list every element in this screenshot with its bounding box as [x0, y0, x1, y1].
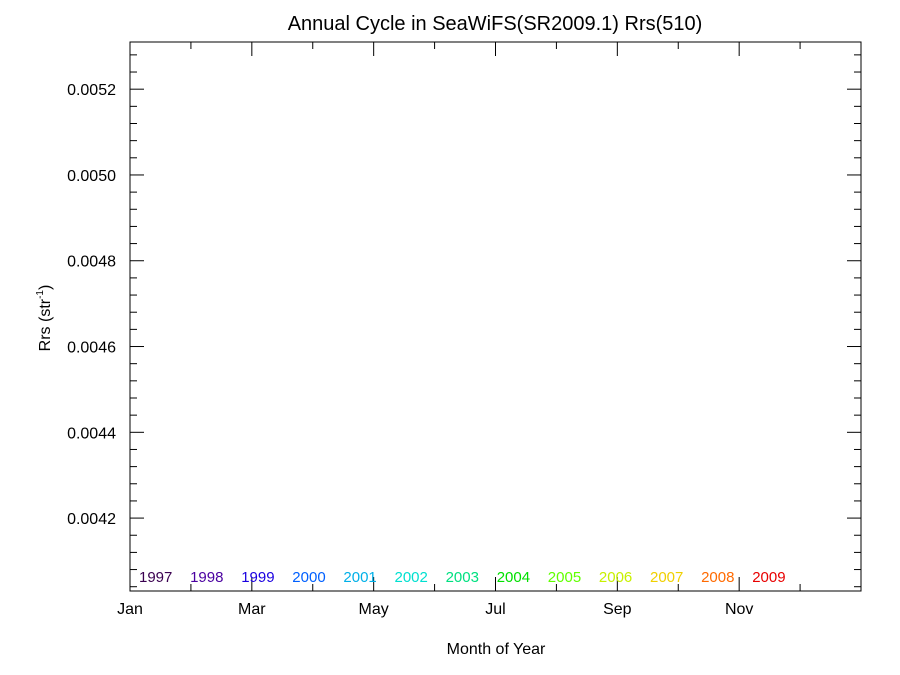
- legend-item-2006: 2006: [599, 569, 632, 586]
- y-tick-label: 0.0052: [67, 82, 116, 99]
- y-tick-label: 0.0050: [67, 168, 116, 185]
- legend-item-1999: 1999: [241, 569, 274, 586]
- legend: 1997 1998 1999 2000 2001 2002 2003 2004 2005 2006…: [139, 569, 786, 586]
- legend-item-2007: 2007: [650, 569, 683, 586]
- y-tick-label: 0.0042: [67, 511, 116, 528]
- legend-item-1997: 1997: [139, 569, 172, 586]
- y-tick-label: 0.0048: [67, 254, 116, 271]
- legend-item-2005: 2005: [548, 569, 581, 586]
- x-tick-label: Sep: [603, 601, 632, 618]
- y-tick-label: 0.0046: [67, 340, 116, 357]
- legend-item-2001: 2001: [343, 569, 376, 586]
- legend-item-2004: 2004: [497, 569, 530, 586]
- y-axis-label-superscript: -1: [35, 290, 46, 299]
- x-axis-label: Month of Year: [447, 641, 546, 658]
- x-axis-ticks: [129, 42, 862, 591]
- plot-frame: [129, 41, 862, 592]
- y-axis-ticks: [130, 54, 861, 588]
- x-tick-label: Mar: [238, 601, 266, 618]
- legend-item-2008: 2008: [701, 569, 734, 586]
- legend-item-2002: 2002: [395, 569, 428, 586]
- y-axis-label-close: ): [37, 285, 54, 290]
- x-tick-label: Nov: [725, 601, 753, 618]
- x-tick-label: May: [359, 601, 389, 618]
- y-tick-labels: 0.0042 0.0044 0.0046 0.0048 0.0050 0.0052: [67, 82, 116, 528]
- legend-item-2003: 2003: [446, 569, 479, 586]
- legend-item-1998: 1998: [190, 569, 223, 586]
- legend-item-2000: 2000: [292, 569, 325, 586]
- x-tick-label: Jan: [117, 601, 143, 618]
- x-tick-labels: Jan Mar May Jul Sep Nov: [117, 601, 753, 618]
- x-tick-label: Jul: [485, 601, 505, 618]
- y-tick-label: 0.0044: [67, 425, 116, 442]
- y-axis-label-main: Rrs (str: [37, 298, 54, 351]
- chart-title: Annual Cycle in SeaWiFS(SR2009.1) Rrs(51…: [288, 13, 703, 35]
- legend-item-2009: 2009: [752, 569, 785, 586]
- y-axis-label: Rrs (str-1): [35, 285, 54, 352]
